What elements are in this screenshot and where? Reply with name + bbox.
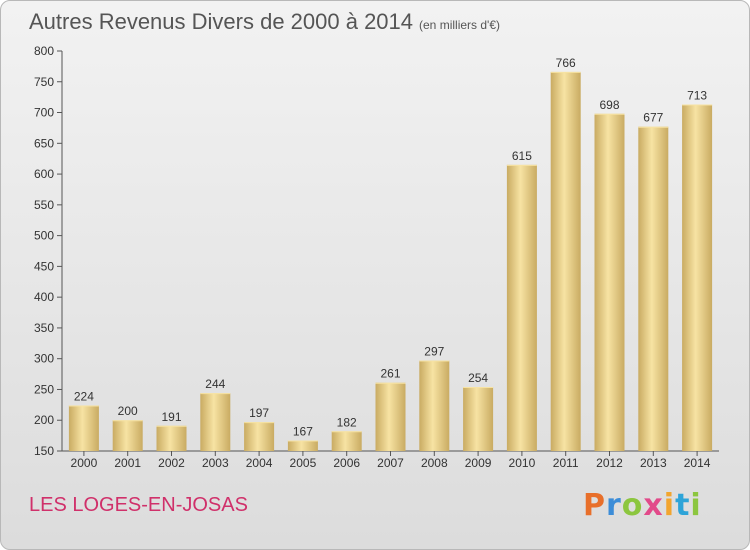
data-label: 713 — [687, 89, 707, 103]
bar — [506, 164, 537, 451]
bar — [331, 431, 362, 451]
bar — [156, 425, 187, 451]
x-tick-label: 2007 — [377, 456, 404, 470]
data-label: 254 — [468, 371, 488, 385]
bar — [550, 71, 581, 451]
data-label: 297 — [424, 345, 444, 359]
x-tick-label: 2009 — [465, 456, 492, 470]
data-label: 677 — [643, 111, 663, 125]
data-label: 766 — [556, 56, 576, 70]
bar — [112, 420, 143, 451]
data-label: 261 — [380, 367, 400, 381]
logo-letter: P — [583, 488, 606, 523]
x-tick-label: 2010 — [509, 456, 536, 470]
x-tick-label: 2003 — [202, 456, 229, 470]
data-label: 224 — [74, 389, 94, 403]
bar — [594, 113, 625, 452]
y-tick-label: 800 — [34, 44, 54, 58]
data-label: 167 — [293, 425, 313, 439]
bar — [419, 360, 450, 451]
bar — [682, 104, 713, 452]
x-tick-label: 2001 — [114, 456, 141, 470]
bar — [200, 393, 231, 451]
bar — [244, 422, 275, 451]
y-tick-label: 600 — [34, 167, 54, 181]
logo-letter: r — [606, 488, 622, 523]
x-tick-label: 2011 — [553, 456, 579, 470]
bar — [287, 440, 318, 451]
logo-letter: x — [643, 488, 664, 523]
x-tick-label: 2013 — [640, 456, 667, 470]
bar — [68, 405, 99, 451]
x-tick-label: 2000 — [71, 456, 98, 470]
y-tick-label: 450 — [34, 259, 54, 273]
title-unit: (en milliers d'€) — [419, 18, 500, 32]
y-tick-label: 200 — [34, 413, 54, 427]
y-tick-label: 300 — [34, 352, 54, 366]
data-label: 698 — [599, 98, 619, 112]
data-label: 200 — [118, 404, 138, 418]
bar — [638, 126, 669, 451]
x-tick-label: 2006 — [333, 456, 360, 470]
x-tick-label: 2002 — [158, 456, 185, 470]
logo-letter: o — [621, 488, 644, 523]
y-tick-label: 400 — [34, 290, 54, 304]
x-tick-label: 2008 — [421, 456, 448, 470]
bar — [463, 387, 494, 451]
x-tick-label: 2012 — [596, 456, 623, 470]
y-tick-label: 700 — [34, 106, 54, 120]
x-tick-label: 2005 — [290, 456, 317, 470]
logo-letter: i — [690, 488, 702, 523]
logo-letter: t — [675, 488, 691, 523]
x-tick-label: 2014 — [684, 456, 711, 470]
location-label: LES LOGES-EN-JOSAS — [29, 494, 248, 516]
proxiti-logo[interactable]: Proxiti — [583, 488, 702, 523]
data-label: 244 — [205, 377, 225, 391]
chart-title: Autres Revenus Divers de 2000 à 2014 (en … — [29, 9, 500, 35]
y-tick-label: 550 — [34, 198, 54, 212]
y-tick-label: 350 — [34, 321, 54, 335]
x-tick-label: 2004 — [246, 456, 273, 470]
data-label: 182 — [337, 415, 357, 429]
y-tick-label: 750 — [34, 75, 54, 89]
bar — [375, 382, 406, 451]
y-tick-label: 250 — [34, 382, 54, 396]
data-label: 615 — [512, 149, 532, 163]
y-tick-label: 650 — [34, 136, 54, 150]
y-tick-label: 150 — [34, 444, 54, 458]
data-label: 191 — [161, 410, 181, 424]
title-text: Autres Revenus Divers de 2000 à 2014 — [29, 9, 414, 34]
data-label: 197 — [249, 406, 269, 420]
logo-letter: i — [663, 488, 676, 523]
y-tick-label: 500 — [34, 229, 54, 243]
